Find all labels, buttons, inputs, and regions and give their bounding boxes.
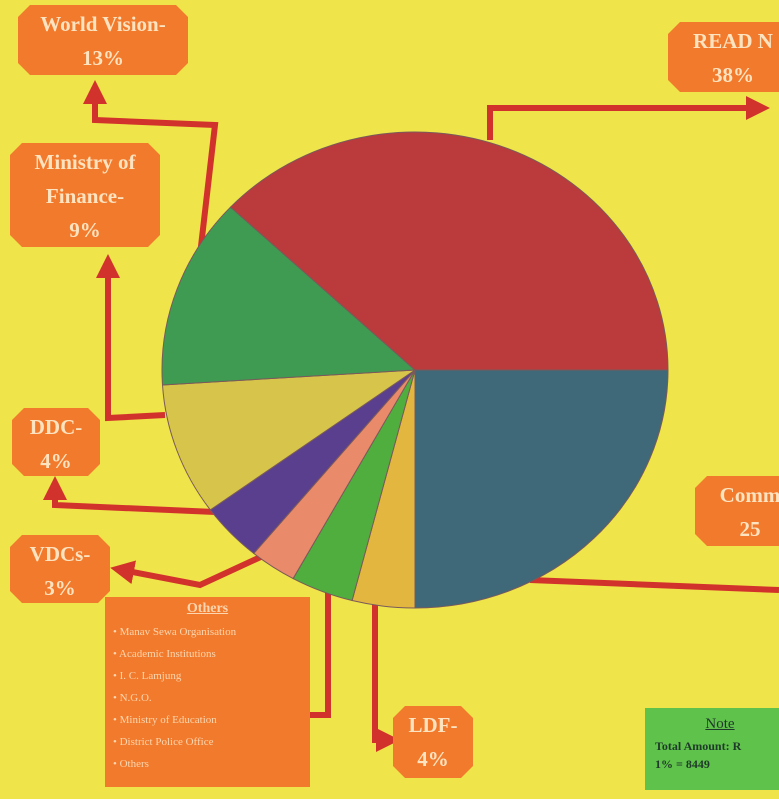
pie xyxy=(162,132,668,608)
label-box: VDCs-3% xyxy=(10,535,110,603)
note-line: 1% = 8449 xyxy=(655,755,779,773)
label-box: DDC-4% xyxy=(12,408,100,476)
slice-label: VDCs- xyxy=(10,537,110,571)
value-label: 13% xyxy=(18,41,188,75)
value-label: 38% xyxy=(668,58,779,92)
poster: World Vision-13% READ N38% Ministry of F… xyxy=(0,0,779,799)
pie-slice xyxy=(415,370,668,608)
others-item: • N.G.O. xyxy=(113,687,302,709)
others-item: • Ministry of Education xyxy=(113,709,302,731)
label-box: Ministry of Finance-9% xyxy=(10,143,160,247)
value-label: 4% xyxy=(393,742,473,776)
others-item: • Academic Institutions xyxy=(113,643,302,665)
slice-label: READ N xyxy=(668,24,779,58)
others-item: • Others xyxy=(113,753,302,775)
value-label: 9% xyxy=(10,213,160,247)
slice-label: DDC- xyxy=(12,410,100,444)
label-box: LDF-4% xyxy=(393,706,473,778)
note-line: Total Amount: R xyxy=(655,737,779,755)
value-label: 25 xyxy=(695,512,779,546)
slice-label: World Vision- xyxy=(18,7,188,41)
slice-label: LDF- xyxy=(393,708,473,742)
label-box: World Vision-13% xyxy=(18,5,188,75)
value-label: 3% xyxy=(10,571,110,605)
note-title: Note xyxy=(655,716,779,733)
others-title: Others xyxy=(113,601,302,617)
others-box: Others • Manav Sewa Organisation• Academi… xyxy=(105,597,310,787)
others-item: • I. C. Lamjung xyxy=(113,665,302,687)
slice-label: Ministry of Finance- xyxy=(10,145,160,213)
others-item: • District Police Office xyxy=(113,731,302,753)
others-item: • Manav Sewa Organisation xyxy=(113,621,302,643)
value-label: 4% xyxy=(12,444,100,478)
slice-label: Comm xyxy=(695,478,779,512)
